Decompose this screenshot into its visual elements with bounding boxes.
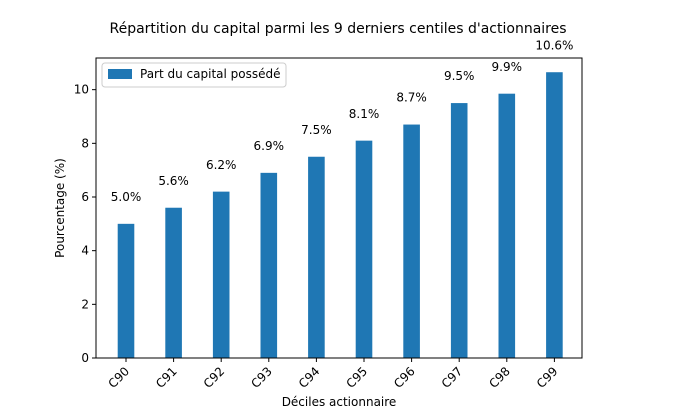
chart-title: Répartition du capital parmi les 9 derni… <box>109 21 566 37</box>
bar-value-label: 9.9% <box>492 60 523 74</box>
legend-box <box>101 62 287 88</box>
bar <box>546 72 563 358</box>
x-axis-label: Déciles actionnaire <box>282 395 397 409</box>
bar-value-label: 6.2% <box>206 158 237 172</box>
value-labels: 5.0% 5.6% 6.2% 6.9% 7.5% 8.1% 8.7% 9.5% 9.9% 10.6… <box>111 38 574 204</box>
x-tick-label: C97 <box>439 364 466 391</box>
bar-value-label: 7.5% <box>301 123 332 137</box>
bar <box>355 140 373 358</box>
bar-value-label: 9.5% <box>444 69 475 83</box>
x-tick-label: C95 <box>343 364 370 391</box>
bar <box>165 207 182 358</box>
legend-label: Part du capital possédé <box>140 67 281 81</box>
bar-value-label: 10.6% <box>535 38 573 52</box>
bar <box>260 172 278 358</box>
x-tick-label: C94 <box>296 364 323 391</box>
y-axis-label: Pourcentage (%) <box>53 158 67 258</box>
bars <box>117 72 563 359</box>
x-tick-label: C91 <box>153 364 180 391</box>
bar-value-label: 5.0% <box>111 190 142 204</box>
y-tick-label: 2 <box>81 297 89 311</box>
bar <box>498 93 516 359</box>
y-tick-label: 0 <box>81 351 89 365</box>
bar <box>450 103 468 358</box>
bar-value-label: 8.1% <box>349 107 380 121</box>
bar <box>212 191 230 358</box>
x-axis: C90 C91 C92 C93 C94 C95 C96 C97 C98 C99 <box>105 358 561 391</box>
x-tick-label: C96 <box>391 364 418 391</box>
plot-frame <box>95 57 583 359</box>
y-tick-label: 10 <box>74 83 89 97</box>
bar <box>308 156 325 358</box>
y-tick-label: 4 <box>81 244 89 258</box>
x-tick-label: C93 <box>248 364 275 391</box>
bar-value-label: 6.9% <box>254 139 285 153</box>
x-tick-label: C99 <box>534 364 561 391</box>
bar-value-label: 8.7% <box>396 91 427 105</box>
legend: Part du capital possédé <box>101 62 287 88</box>
y-tick-label: 8 <box>81 136 89 150</box>
x-tick-label: C90 <box>105 364 132 391</box>
legend-swatch <box>108 69 132 79</box>
bar-value-label: 5.6% <box>158 174 189 188</box>
x-tick-label: C98 <box>486 364 513 391</box>
x-tick-label: C92 <box>201 364 228 391</box>
bar <box>403 124 420 358</box>
bar <box>117 223 135 358</box>
y-tick-label: 6 <box>81 190 89 204</box>
y-axis: 0 2 4 6 8 10 <box>74 83 96 365</box>
